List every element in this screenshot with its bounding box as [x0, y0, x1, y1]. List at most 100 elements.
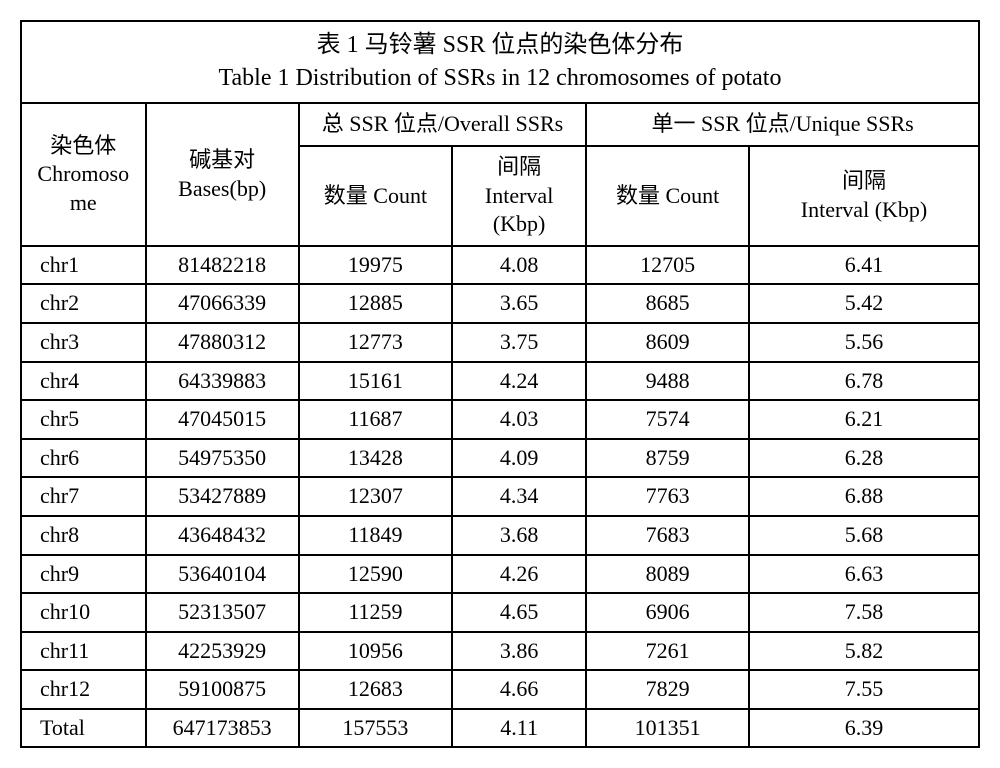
cell-unique-interval: 5.68: [749, 516, 979, 555]
cell-unique-count: 6906: [586, 593, 749, 632]
table-row: chr953640104125904.2680896.63: [21, 555, 979, 594]
cell-overall-interval: 3.75: [452, 323, 586, 362]
cell-unique-interval: 6.21: [749, 400, 979, 439]
header-unique-interval: 间隔Interval (Kbp): [749, 146, 979, 246]
header-bases: 碱基对Bases(bp): [146, 103, 299, 245]
table-row: chr1259100875126834.6678297.55: [21, 670, 979, 709]
cell-bases: 59100875: [146, 670, 299, 709]
cell-overall-interval: 4.34: [452, 477, 586, 516]
cell-overall-interval: 3.65: [452, 284, 586, 323]
cell-overall-interval: 4.03: [452, 400, 586, 439]
cell-overall-interval: 4.11: [452, 709, 586, 748]
header-overall: 总 SSR 位点/Overall SSRs: [299, 103, 586, 146]
cell-chromosome: chr3: [21, 323, 146, 362]
cell-unique-interval: 6.78: [749, 362, 979, 401]
cell-unique-count: 101351: [586, 709, 749, 748]
cell-bases: 53427889: [146, 477, 299, 516]
ssr-table: 表 1 马铃薯 SSR 位点的染色体分布 Table 1 Distributio…: [20, 20, 980, 748]
header-chromosome: 染色体Chromosome: [21, 103, 146, 245]
header-overall-interval: 间隔Interval(Kbp): [452, 146, 586, 246]
cell-unique-count: 8609: [586, 323, 749, 362]
cell-overall-count: 10956: [299, 632, 452, 671]
table-title-cn: 表 1 马铃薯 SSR 位点的染色体分布: [21, 21, 979, 63]
cell-unique-interval: 5.56: [749, 323, 979, 362]
cell-unique-interval: 5.42: [749, 284, 979, 323]
cell-overall-count: 13428: [299, 439, 452, 478]
cell-overall-count: 11259: [299, 593, 452, 632]
cell-unique-count: 7829: [586, 670, 749, 709]
cell-overall-interval: 4.66: [452, 670, 586, 709]
cell-unique-interval: 6.63: [749, 555, 979, 594]
table-row: chr247066339128853.6586855.42: [21, 284, 979, 323]
cell-chromosome: chr2: [21, 284, 146, 323]
cell-chromosome: chr12: [21, 670, 146, 709]
cell-overall-interval: 4.65: [452, 593, 586, 632]
cell-bases: 64339883: [146, 362, 299, 401]
cell-unique-count: 7574: [586, 400, 749, 439]
header-overall-count: 数量 Count: [299, 146, 452, 246]
cell-overall-interval: 3.68: [452, 516, 586, 555]
cell-bases: 647173853: [146, 709, 299, 748]
cell-overall-interval: 4.26: [452, 555, 586, 594]
cell-unique-count: 8089: [586, 555, 749, 594]
cell-unique-interval: 7.58: [749, 593, 979, 632]
cell-unique-interval: 6.88: [749, 477, 979, 516]
cell-chromosome: chr7: [21, 477, 146, 516]
cell-overall-interval: 3.86: [452, 632, 586, 671]
cell-overall-count: 19975: [299, 246, 452, 285]
cell-chromosome: chr8: [21, 516, 146, 555]
cell-chromosome: chr6: [21, 439, 146, 478]
cell-bases: 43648432: [146, 516, 299, 555]
cell-bases: 54975350: [146, 439, 299, 478]
table-row: chr347880312127733.7586095.56: [21, 323, 979, 362]
cell-unique-interval: 6.28: [749, 439, 979, 478]
cell-overall-count: 157553: [299, 709, 452, 748]
cell-bases: 81482218: [146, 246, 299, 285]
title-row-cn: 表 1 马铃薯 SSR 位点的染色体分布: [21, 21, 979, 63]
cell-overall-count: 12885: [299, 284, 452, 323]
cell-overall-count: 12307: [299, 477, 452, 516]
cell-chromosome: chr1: [21, 246, 146, 285]
cell-unique-interval: 6.39: [749, 709, 979, 748]
cell-chromosome: chr4: [21, 362, 146, 401]
cell-bases: 52313507: [146, 593, 299, 632]
cell-unique-count: 7763: [586, 477, 749, 516]
table-row: Total6471738531575534.111013516.39: [21, 709, 979, 748]
header-unique: 单一 SSR 位点/Unique SSRs: [586, 103, 979, 146]
cell-overall-count: 12683: [299, 670, 452, 709]
cell-overall-interval: 4.24: [452, 362, 586, 401]
cell-chromosome: chr10: [21, 593, 146, 632]
table-row: chr181482218199754.08127056.41: [21, 246, 979, 285]
cell-bases: 47045015: [146, 400, 299, 439]
cell-unique-interval: 6.41: [749, 246, 979, 285]
cell-overall-interval: 4.08: [452, 246, 586, 285]
table-row: chr1052313507112594.6569067.58: [21, 593, 979, 632]
cell-chromosome: chr11: [21, 632, 146, 671]
cell-unique-count: 9488: [586, 362, 749, 401]
cell-overall-count: 12773: [299, 323, 452, 362]
table-row: chr843648432118493.6876835.68: [21, 516, 979, 555]
table-title-en: Table 1 Distribution of SSRs in 12 chrom…: [21, 63, 979, 103]
cell-overall-count: 12590: [299, 555, 452, 594]
table-row: chr1142253929109563.8672615.82: [21, 632, 979, 671]
cell-chromosome: chr5: [21, 400, 146, 439]
cell-unique-count: 7261: [586, 632, 749, 671]
cell-unique-interval: 7.55: [749, 670, 979, 709]
cell-unique-count: 7683: [586, 516, 749, 555]
cell-overall-count: 11849: [299, 516, 452, 555]
cell-overall-interval: 4.09: [452, 439, 586, 478]
table-row: chr753427889123074.3477636.88: [21, 477, 979, 516]
table-body: chr181482218199754.08127056.41chr2470663…: [21, 246, 979, 748]
header-unique-count: 数量 Count: [586, 146, 749, 246]
cell-unique-count: 8759: [586, 439, 749, 478]
cell-unique-count: 8685: [586, 284, 749, 323]
header-row-1: 染色体Chromosome 碱基对Bases(bp) 总 SSR 位点/Over…: [21, 103, 979, 146]
table-row: chr654975350134284.0987596.28: [21, 439, 979, 478]
cell-unique-interval: 5.82: [749, 632, 979, 671]
table-container: 表 1 马铃薯 SSR 位点的染色体分布 Table 1 Distributio…: [20, 20, 980, 748]
cell-chromosome: Total: [21, 709, 146, 748]
cell-chromosome: chr9: [21, 555, 146, 594]
cell-bases: 47066339: [146, 284, 299, 323]
table-row: chr464339883151614.2494886.78: [21, 362, 979, 401]
cell-bases: 53640104: [146, 555, 299, 594]
